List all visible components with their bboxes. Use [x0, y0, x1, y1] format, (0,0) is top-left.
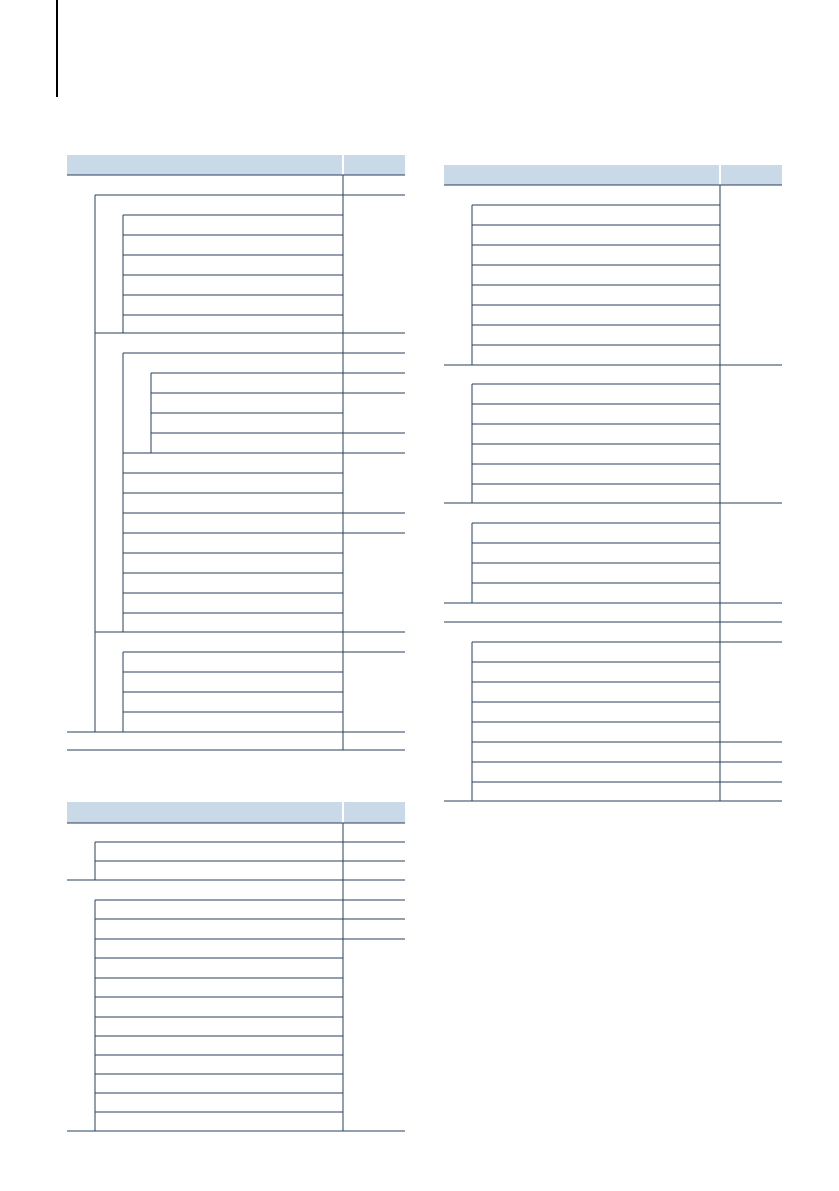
table-header: [67, 155, 405, 175]
table-header: [67, 802, 405, 823]
table-header: [444, 165, 782, 185]
